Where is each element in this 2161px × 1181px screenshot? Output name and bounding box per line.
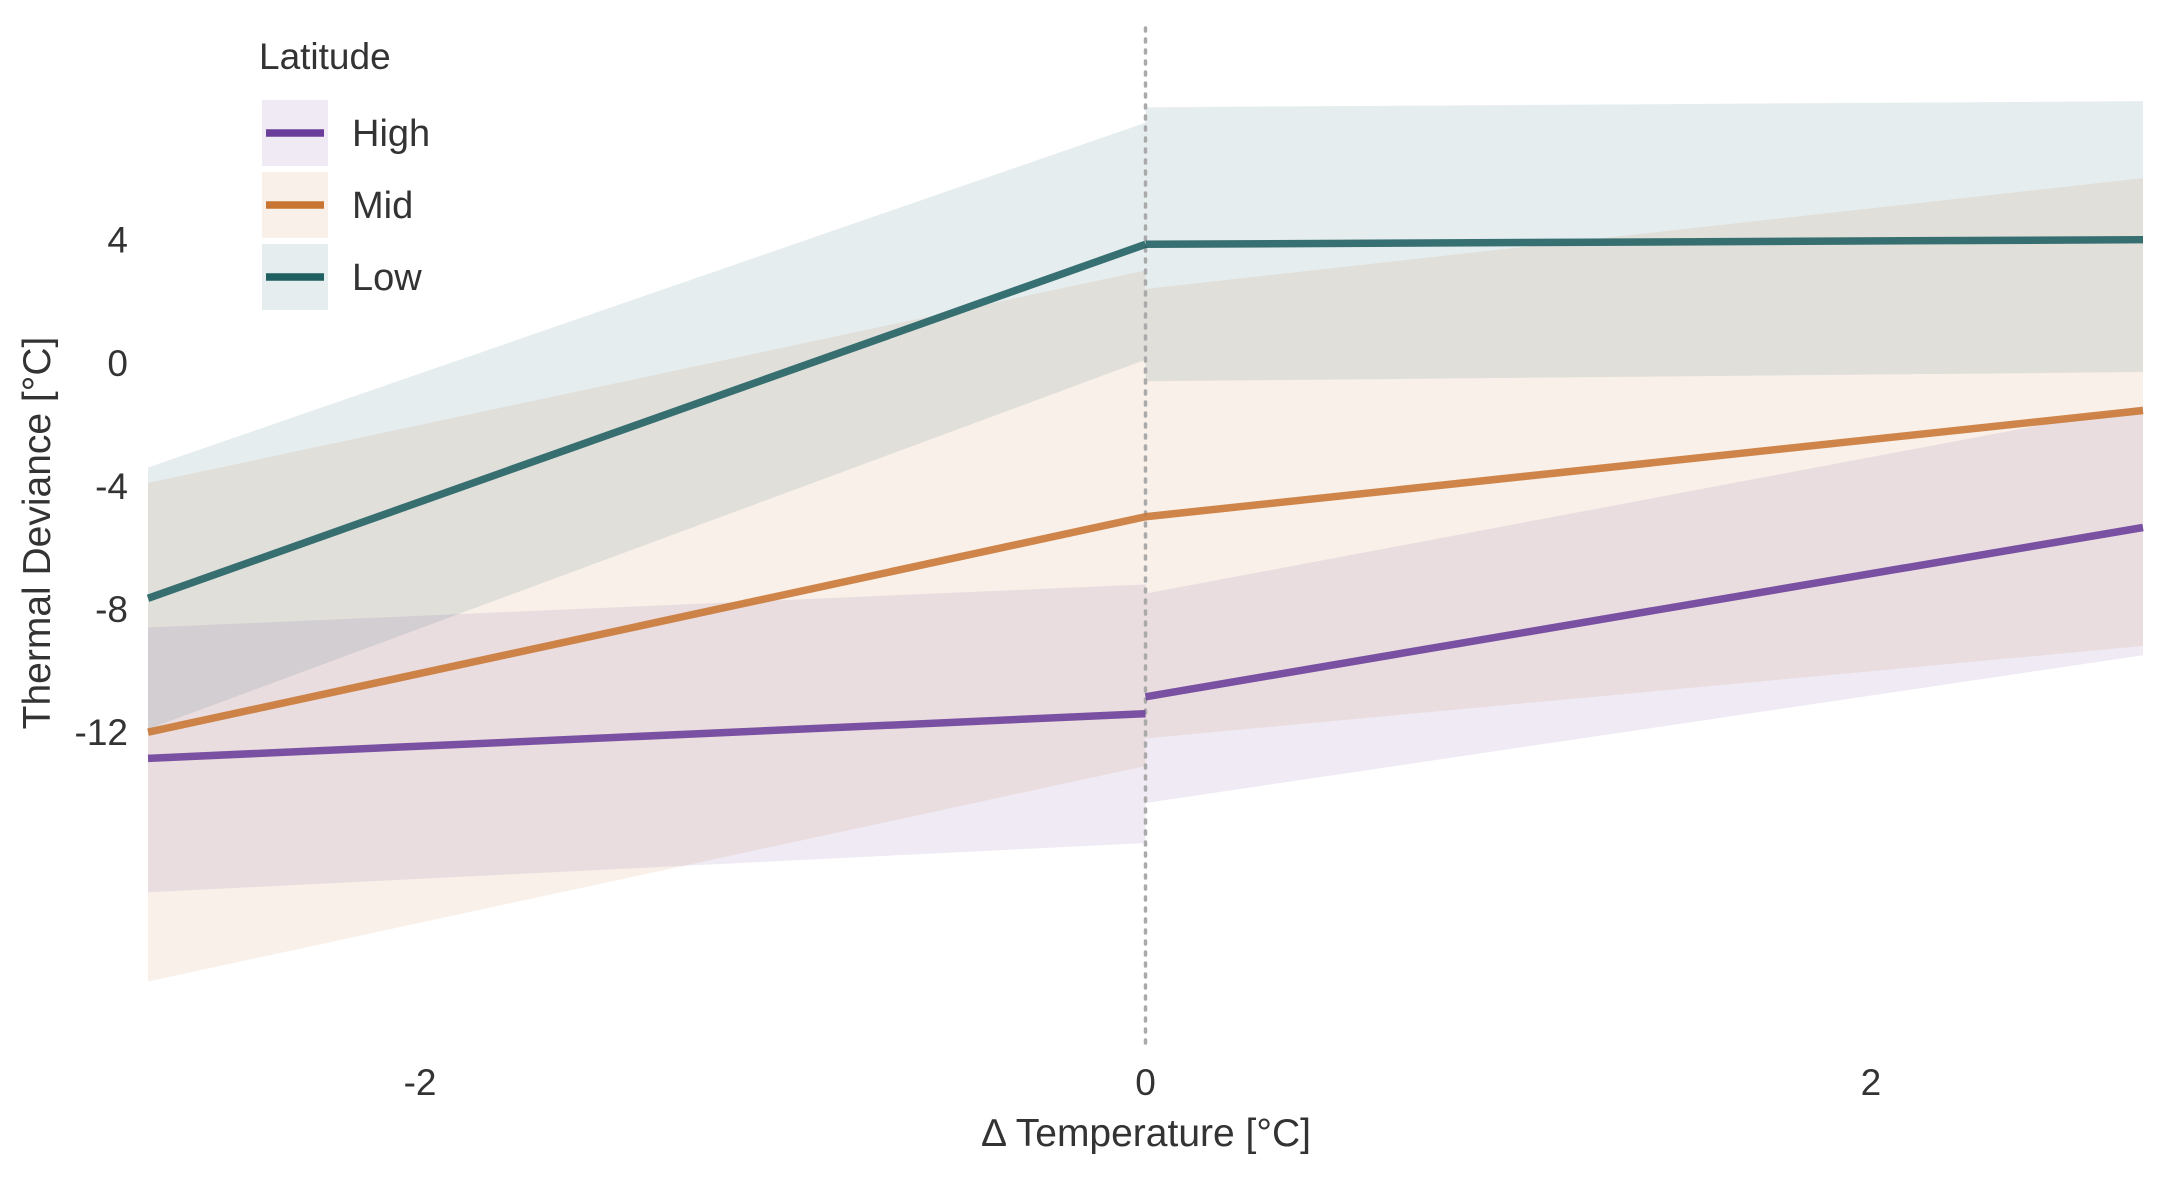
x-axis-label: Δ Temperature [°C] xyxy=(981,1112,1311,1155)
band-mid-1 xyxy=(1145,178,2143,739)
y-axis-label: Thermal Deviance [°C] xyxy=(16,337,59,730)
confidence-bands xyxy=(148,101,2143,982)
band-high-1 xyxy=(1145,405,2143,803)
y-tick-label: 4 xyxy=(107,220,128,261)
line-mid-1 xyxy=(1145,406,2144,521)
y-tick-label: 0 xyxy=(107,343,128,384)
line-low-0 xyxy=(146,240,1147,602)
x-axis-ticks: -2 0 2 xyxy=(404,1062,1882,1103)
legend-title: Latitude xyxy=(259,36,391,77)
line-mid-0 xyxy=(147,513,1147,736)
legend-item-low: Low xyxy=(262,244,422,310)
legend-label: Mid xyxy=(352,185,413,227)
y-axis-ticks: 4 0 -4 -8 -12 xyxy=(75,220,128,754)
band-low-0 xyxy=(148,122,1146,730)
line-high-0 xyxy=(147,709,1146,763)
legend-item-mid: Mid xyxy=(262,172,413,238)
series-lines xyxy=(146,235,2144,763)
legend: Latitude High Mid Low xyxy=(259,36,430,310)
x-tick-label: -2 xyxy=(404,1062,437,1103)
legend-label: High xyxy=(352,113,430,155)
x-tick-label: 2 xyxy=(1861,1062,1882,1103)
y-tick-label: -8 xyxy=(95,589,128,630)
line-low-1 xyxy=(1145,235,2144,249)
legend-label: Low xyxy=(352,257,422,299)
y-tick-label: -4 xyxy=(95,466,128,507)
x-tick-label: 0 xyxy=(1135,1062,1156,1103)
legend-item-high: High xyxy=(262,100,430,166)
y-tick-label: -12 xyxy=(75,712,128,753)
line-high-1 xyxy=(1144,523,2144,701)
